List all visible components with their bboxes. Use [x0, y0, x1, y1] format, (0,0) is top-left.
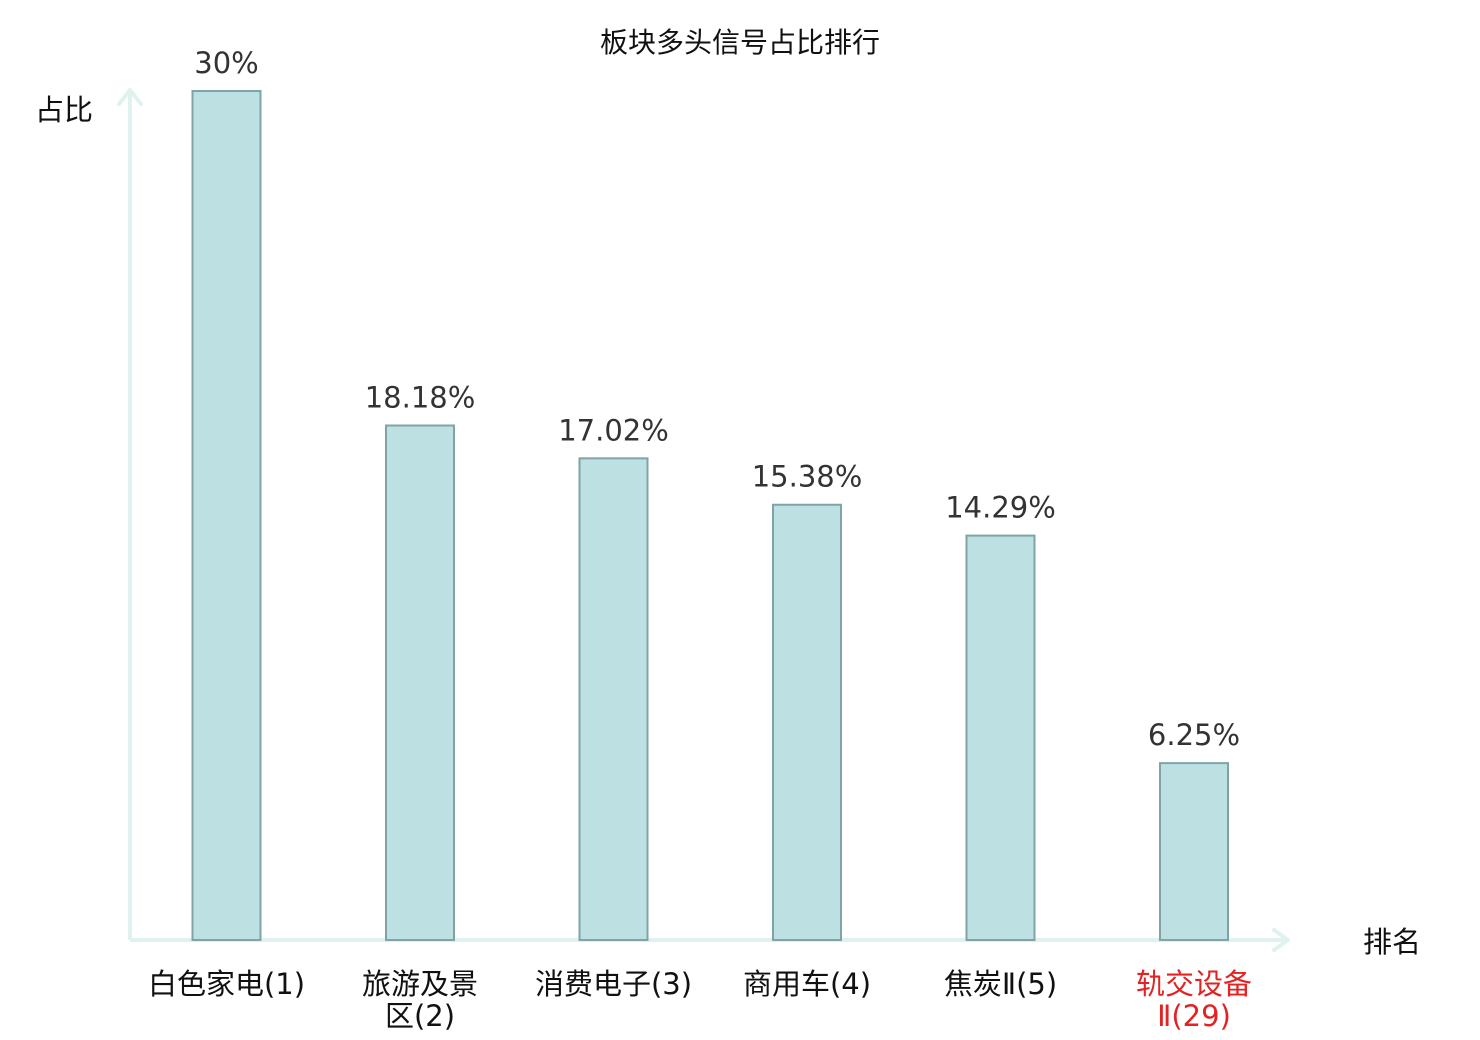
x-axis-arrow [1272, 928, 1290, 952]
category-label: 区(2) [385, 999, 455, 1033]
x-axis-title: 排名 [1363, 925, 1421, 959]
y-axis-title: 占比 [35, 93, 93, 127]
y-axis-arrow [117, 88, 143, 106]
bar [385, 424, 455, 942]
category-label: 白色家电(1) [148, 967, 305, 1001]
bar [191, 90, 262, 941]
bar [578, 457, 649, 941]
value-label: 17.02% [558, 413, 669, 447]
value-label: 14.29% [945, 491, 1056, 525]
category-label: 焦炭Ⅱ(5) [944, 967, 1057, 1001]
category-label: 商用车(4) [743, 967, 871, 1001]
value-labels: 30% 18.18% 17.02% 15.38% 14.29% 6.25% [194, 46, 1240, 752]
axes [117, 88, 1290, 952]
bars [191, 90, 1229, 942]
bar [1159, 762, 1229, 941]
chart-title: 板块多头信号占比排行 [600, 26, 880, 59]
bar [772, 503, 842, 941]
value-label: 30% [194, 46, 258, 80]
category-label: 轨交设备 [1136, 967, 1252, 1001]
value-label: 15.38% [752, 460, 863, 494]
value-label: 18.18% [365, 381, 476, 415]
category-label: Ⅱ(29) [1157, 999, 1231, 1033]
category-label: 旅游及景 [362, 967, 478, 1001]
value-label: 6.25% [1148, 718, 1240, 752]
category-label: 消费电子(3) [535, 967, 692, 1001]
bar [965, 534, 1036, 942]
